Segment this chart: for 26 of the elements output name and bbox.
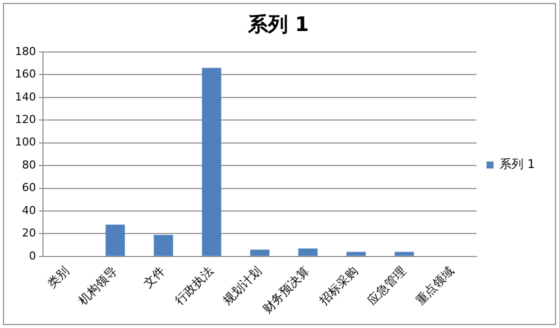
bar	[346, 252, 366, 256]
x-tick-label: 类别	[44, 264, 72, 291]
x-tick-label: 文件	[140, 264, 168, 291]
bar	[202, 68, 222, 256]
y-tick-label: 40	[22, 204, 36, 217]
y-tick-label: 140	[14, 90, 36, 104]
x-tick-label: 机构领导	[76, 264, 120, 308]
legend-label: 系列 1	[500, 157, 536, 172]
bar	[106, 224, 125, 256]
bar	[298, 248, 318, 256]
x-tick-label: 应急管理	[364, 264, 409, 308]
y-tick-label: 0	[28, 249, 36, 262]
bar	[394, 252, 414, 256]
y-tick-label: 180	[14, 44, 36, 58]
y-tick-label: 120	[14, 112, 36, 126]
x-tick-label: 招标采购	[316, 264, 360, 308]
bar	[154, 234, 174, 256]
x-tick-label: 行政执法	[172, 264, 216, 308]
y-tick-label: 20	[22, 226, 36, 240]
x-tick-label: 重点领域	[412, 264, 457, 308]
y-tick-label: 100	[14, 136, 36, 149]
y-tick-label: 60	[22, 181, 36, 194]
y-tick-label: 160	[14, 68, 36, 81]
bar	[250, 250, 270, 256]
chart-title: 系列 1	[247, 12, 309, 36]
y-tick-label: 80	[22, 158, 36, 172]
